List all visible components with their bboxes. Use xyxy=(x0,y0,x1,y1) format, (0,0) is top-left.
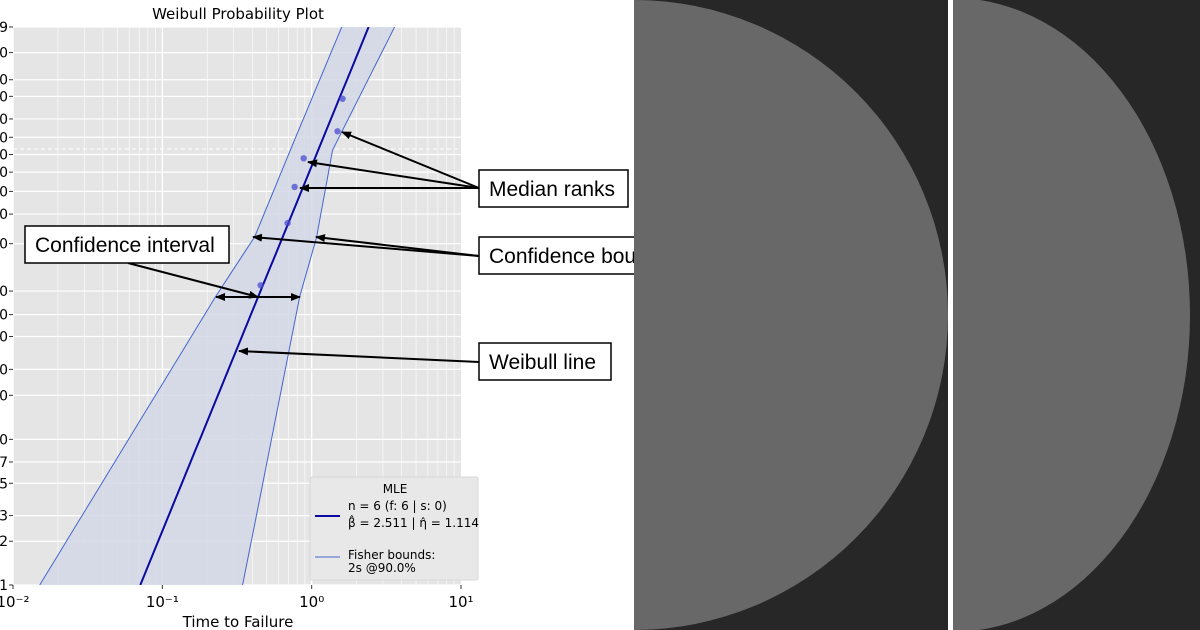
y-tick-label: 0.100 xyxy=(0,284,8,300)
median-rank-point xyxy=(257,282,264,289)
y-axis: 0.001 0.002 0.003 0.005 0.007 0.010 0.020 0.030… xyxy=(0,20,13,594)
annotation-confidence-bounds: Confidence bounds xyxy=(478,236,634,275)
y-tick-labels: 0.001 0.002 0.003 0.005 0.007 0.010 0.020 0.030… xyxy=(0,20,8,594)
y-tick-label: 0.400 xyxy=(0,184,8,200)
x-axis-label: Time to Failure xyxy=(182,613,294,630)
legend-bounds-line1: Fisher bounds: xyxy=(348,548,435,562)
y-tick-label: 0.007 xyxy=(0,455,8,471)
y-tick-label: 0.002 xyxy=(0,534,8,550)
y-tick-label: 0.001 xyxy=(0,578,8,594)
median-rank-point xyxy=(291,183,298,191)
dark-panel-left xyxy=(634,0,948,630)
y-tick-label: 0.030 xyxy=(0,362,8,378)
y-tick-label: 0.999 xyxy=(0,20,8,36)
x-tick-label: 10⁻² xyxy=(0,593,30,611)
x-tick-label: 10⁰ xyxy=(299,593,324,611)
y-tick-label: 0.010 xyxy=(0,432,8,448)
y-tick-label: 0.950 xyxy=(0,73,8,89)
chart-title: Weibull Probability Plot xyxy=(152,5,324,23)
legend-bounds-line2: 2s @90.0% xyxy=(348,561,416,575)
y-tick-label: 0.500 xyxy=(0,165,8,181)
y-tick-label: 0.005 xyxy=(0,476,8,492)
y-tick-label: 0.700 xyxy=(0,130,8,146)
legend-fit-line2: β̂ = 2.511 | η̂ = 1.114 xyxy=(348,514,479,530)
y-tick-label: 0.020 xyxy=(0,388,8,404)
y-tick-label: 0.600 xyxy=(0,148,8,164)
weibull-fit-line xyxy=(139,27,370,585)
y-tick-label: 0.200 xyxy=(0,237,8,253)
median-rank-points xyxy=(257,95,346,289)
y-tick-label: 0.003 xyxy=(0,509,8,525)
y-tick-label: 0.070 xyxy=(0,308,8,324)
median-rank-point xyxy=(339,95,346,102)
x-tick-label: 10¹ xyxy=(448,593,473,611)
legend-fit-line1: n = 6 (f: 6 | s: 0) xyxy=(348,499,447,513)
annotation-arrows xyxy=(127,131,480,363)
svg-text:Median ranks: Median ranks xyxy=(489,178,615,201)
median-rank-point xyxy=(284,219,291,227)
annotation-confidence-interval: Confidence interval xyxy=(24,225,230,264)
x-tick-label: 10⁻¹ xyxy=(146,593,179,611)
y-tick-label: 0.050 xyxy=(0,329,8,345)
y-tick-label: 0.990 xyxy=(0,46,8,62)
y-tick-label: 0.800 xyxy=(0,112,8,128)
svg-text:Weibull line: Weibull line xyxy=(489,351,596,374)
median-rank-point xyxy=(334,128,341,135)
confidence-band xyxy=(39,27,395,585)
svg-text:Confidence interval: Confidence interval xyxy=(35,234,215,257)
legend-title: MLE xyxy=(383,482,408,496)
annotation-median-ranks: Median ranks xyxy=(478,169,629,208)
dark-panel-right xyxy=(953,0,1200,630)
median-rank-point xyxy=(300,155,307,162)
y-tick-label: 0.300 xyxy=(0,207,8,223)
y-tick-label: 0.900 xyxy=(0,89,8,105)
semicircle-shape xyxy=(634,0,948,630)
semicircle-shape xyxy=(953,0,1190,630)
weibull-probability-plot: 0.001 0.002 0.003 0.005 0.007 0.010 0.020 0.030… xyxy=(0,5,634,630)
annotation-weibull-line: Weibull line xyxy=(478,342,612,381)
legend: MLE n = 6 (f: 6 | s: 0) β̂ = 2.511 | η̂ … xyxy=(309,476,479,581)
svg-text:Confidence bounds: Confidence bounds xyxy=(489,245,634,268)
x-axis: 10⁻² 10⁻¹ 10⁰ 10¹ xyxy=(0,585,474,611)
